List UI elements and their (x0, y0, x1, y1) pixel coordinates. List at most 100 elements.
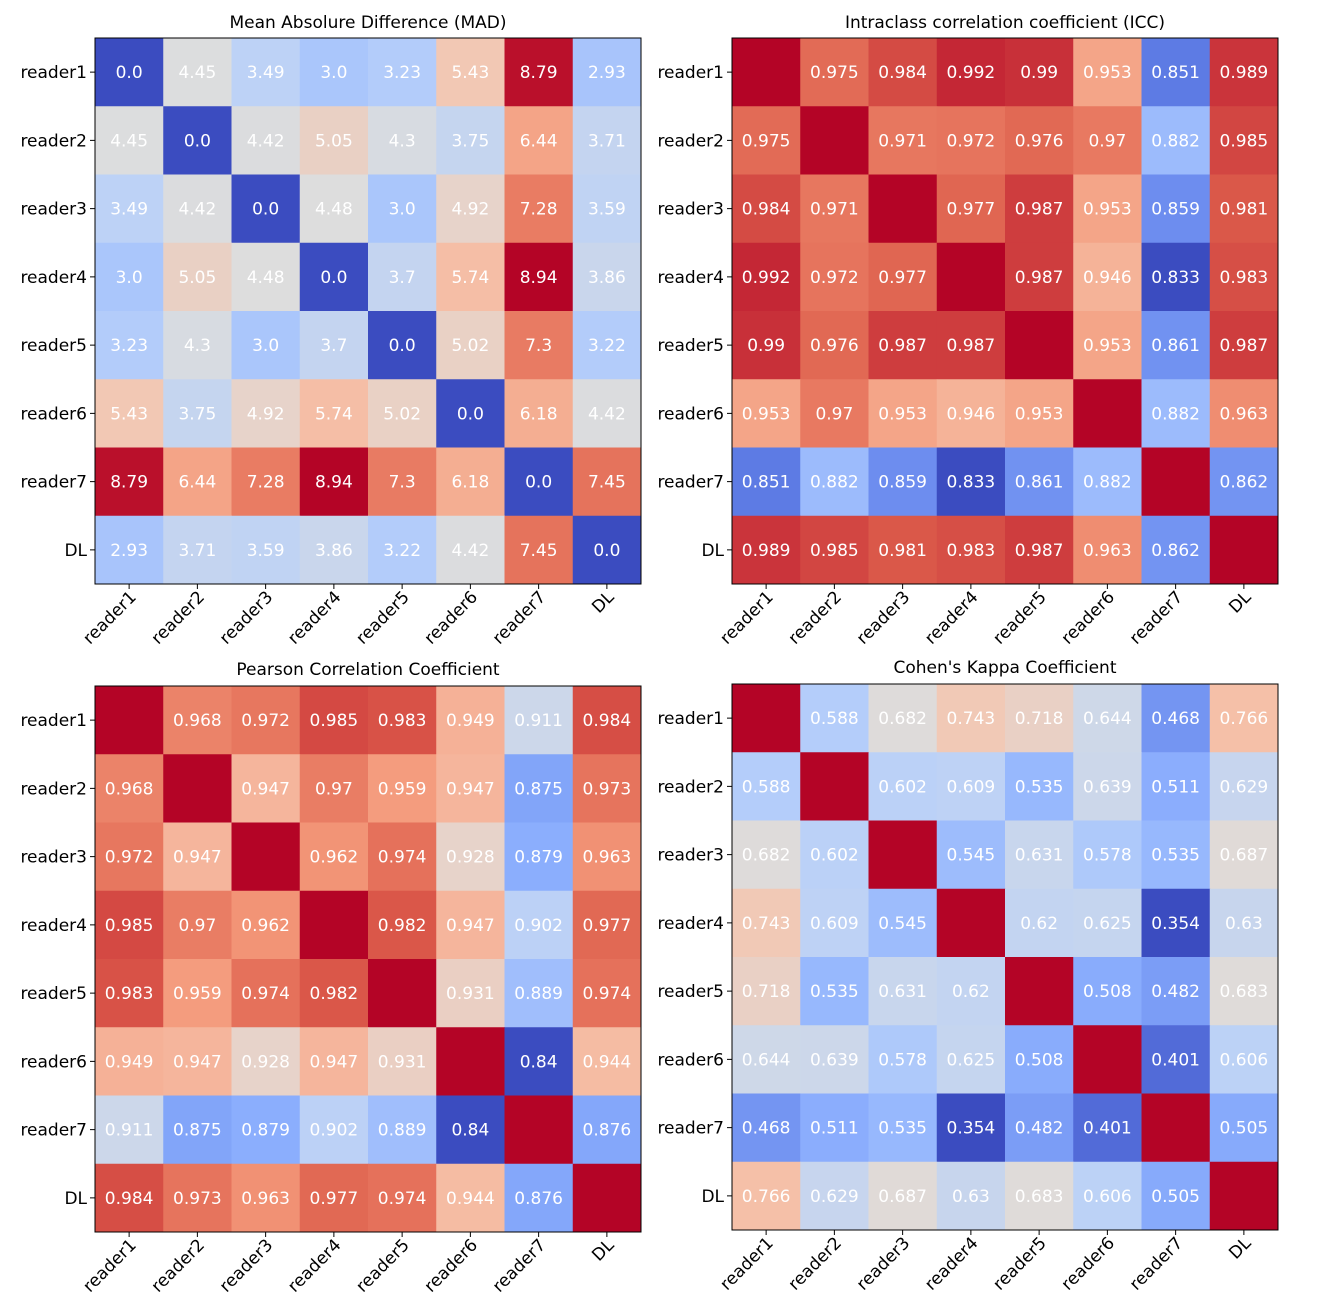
heatmap-cell (368, 515, 437, 585)
heatmap-cell (1209, 1025, 1279, 1094)
cell-value-label: 0.963 (583, 848, 632, 868)
heatmap-cell (163, 686, 232, 755)
heatmap-cell (299, 38, 369, 107)
cell-value-label: 5.74 (315, 404, 353, 424)
heatmap-cell (436, 515, 505, 585)
heatmap-cell (163, 515, 232, 585)
heatmap-cell (800, 379, 869, 448)
heatmap-cell (231, 311, 301, 380)
heatmap-cell (800, 311, 869, 380)
heatmap-cell (868, 447, 938, 517)
cell-value-label: 4.48 (247, 268, 285, 288)
cell-value-label: 0.606 (1220, 1050, 1269, 1070)
heatmap-cell (1073, 1093, 1142, 1163)
cell-value-label: 0.0 (252, 200, 279, 220)
heatmap-cell (504, 174, 574, 244)
cell-value-label: 0.629 (810, 1187, 859, 1207)
heatmap-cell (1141, 1161, 1211, 1231)
heatmap-cell (572, 822, 642, 892)
y-tick-label: reader2 (20, 131, 87, 151)
cell-value-label: 7.3 (389, 473, 416, 493)
cell-value-label: 4.92 (451, 200, 489, 220)
y-tick-label: reader7 (657, 1119, 724, 1139)
cell-value-label: 0.851 (742, 473, 791, 493)
cell-value-label: 0.862 (1151, 541, 1200, 561)
heatmap-cell (936, 1025, 1006, 1094)
heatmap-cell (936, 379, 1006, 448)
cell-value-label: 3.7 (320, 336, 347, 356)
heatmap-cell (436, 686, 505, 755)
heatmap-cell (231, 686, 301, 755)
cell-value-label: 3.86 (315, 541, 353, 561)
cell-value-label: 5.05 (178, 268, 216, 288)
cell-value-label: 0.953 (742, 404, 791, 424)
x-tick-label: reader7 (489, 1235, 550, 1296)
cell-value-label: 0.683 (1220, 982, 1269, 1002)
heatmap-cell (163, 822, 232, 892)
x-tick-label: reader3 (853, 1233, 914, 1294)
y-tick-label: reader3 (20, 200, 87, 220)
heatmap-cell (436, 1095, 505, 1165)
cell-value-label: 0.682 (878, 709, 927, 729)
heatmap-cell (163, 174, 232, 244)
heatmap-cell (732, 684, 801, 753)
heatmap-cell (504, 242, 574, 312)
heatmap-cell (299, 1027, 369, 1096)
heatmap-cell (1141, 752, 1211, 821)
heatmap-cell (504, 106, 574, 175)
cell-value-label: 0.911 (105, 1121, 154, 1141)
heatmap-cell (504, 754, 574, 823)
cell-value-label: 0.946 (1083, 268, 1132, 288)
cell-value-label: 3.59 (588, 200, 626, 220)
heatmap-cell (299, 174, 369, 244)
heatmap-cell (732, 311, 801, 380)
cell-value-label: 0.992 (947, 63, 996, 83)
cell-value-label: 0.644 (742, 1050, 791, 1070)
heatmap-cell (231, 106, 301, 175)
x-tick-label: reader4 (284, 587, 345, 648)
heatmap-cell (163, 890, 232, 960)
cell-value-label: 2.93 (110, 541, 148, 561)
heatmap-cell (163, 242, 232, 312)
heatmap-cell (504, 38, 574, 107)
cell-value-label: 0.0 (593, 541, 620, 561)
heatmap-cell (732, 752, 801, 821)
heatmap-cell (1141, 447, 1211, 517)
cell-value-label: 0.511 (810, 1119, 859, 1139)
heatmap-cell (299, 311, 369, 380)
cell-value-label: 0.851 (1151, 63, 1200, 83)
cell-value-label: 0.972 (241, 711, 290, 731)
heatmap-cell (936, 38, 1006, 107)
cell-value-label: 0.63 (952, 1187, 990, 1207)
cell-value-label: 3.86 (588, 268, 626, 288)
heatmap-cell (572, 447, 642, 517)
heatmap-cell (868, 311, 938, 380)
heatmap-cell (1005, 1025, 1074, 1094)
heatmap-cell (1209, 106, 1279, 175)
cell-value-label: 0.976 (810, 336, 859, 356)
heatmap-cell (231, 754, 301, 823)
heatmap-cell (231, 38, 301, 107)
heatmap-cell (800, 684, 869, 753)
heatmap-cell (368, 379, 437, 448)
x-tick-label: reader2 (785, 587, 846, 648)
heatmap-cell (299, 447, 369, 517)
cell-value-label: 0.977 (878, 268, 927, 288)
y-tick-label: reader7 (657, 473, 724, 493)
heatmap-cell (800, 447, 869, 517)
heatmap-cell (163, 1027, 232, 1096)
cell-value-label: 0.62 (1020, 914, 1058, 934)
heatmap-cell (1073, 379, 1142, 448)
cell-value-label: 0.985 (810, 541, 859, 561)
cell-value-label: 0.861 (1015, 473, 1064, 493)
cell-value-label: 0.984 (105, 1189, 154, 1209)
cell-value-label: 6.18 (520, 404, 558, 424)
y-tick-label: reader7 (20, 1121, 87, 1141)
heatmap-cell (1073, 242, 1142, 312)
cell-value-label: 0.949 (446, 711, 495, 731)
heatmap-cell (572, 1027, 642, 1096)
heatmap-cell (1073, 447, 1142, 517)
heatmap-cell (95, 515, 164, 585)
heatmap-cell (95, 311, 164, 380)
